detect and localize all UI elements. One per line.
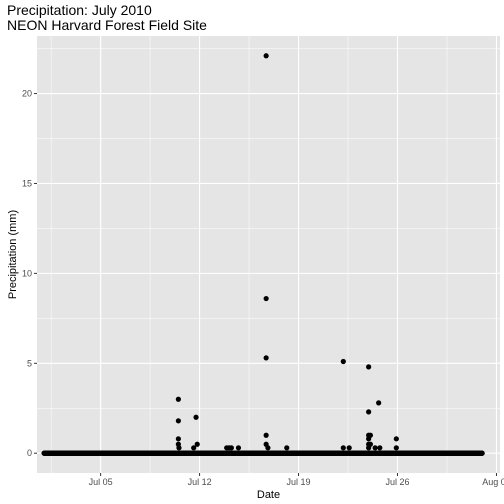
y-axis: 0 5 10 15 20	[22, 89, 37, 458]
y-tick-label: 5	[27, 358, 32, 368]
chart-title: Precipitation: July 2010	[7, 2, 152, 18]
y-axis-title: Precipitation (mm)	[7, 210, 19, 299]
data-point	[367, 441, 374, 447]
data-point	[263, 432, 269, 438]
chart-subtitle: NEON Harvard Forest Field Site	[7, 17, 207, 33]
data-point	[393, 445, 399, 451]
data-points	[175, 53, 399, 451]
data-point	[265, 445, 271, 451]
x-axis-title: Date	[257, 489, 280, 501]
data-point	[376, 400, 382, 406]
x-tick-label: Jul 26	[385, 477, 409, 487]
x-tick-label: Jul 05	[89, 477, 113, 487]
data-point	[393, 436, 399, 442]
data-point	[175, 396, 181, 402]
y-tick-label: 0	[27, 448, 32, 458]
data-point	[377, 445, 383, 451]
y-tick-label: 20	[22, 89, 32, 99]
x-tick-label: Jul 19	[287, 477, 311, 487]
data-point	[366, 364, 372, 370]
zero-data-point	[479, 450, 485, 456]
y-tick-label: 10	[22, 268, 32, 278]
minor-gridlines	[37, 36, 500, 473]
data-point	[235, 445, 242, 451]
data-point	[340, 358, 346, 365]
plot-panel	[37, 36, 500, 473]
data-point	[176, 445, 182, 451]
data-point	[193, 414, 199, 420]
data-point	[263, 53, 269, 59]
data-point	[175, 436, 181, 442]
data-point	[340, 445, 346, 451]
data-point	[366, 409, 372, 415]
data-point	[175, 418, 181, 424]
data-point	[194, 441, 200, 447]
data-point	[284, 445, 290, 451]
data-point	[346, 445, 352, 451]
x-axis: Jul 05 Jul 12 Jul 19 Jul 26 Aug 02	[89, 473, 504, 487]
x-tick-label: Aug 02	[482, 477, 504, 487]
data-point	[191, 445, 197, 451]
zero-baseline-points	[41, 450, 485, 456]
y-tick-label: 15	[22, 178, 32, 188]
data-point	[263, 295, 269, 302]
data-point	[372, 445, 378, 451]
x-tick-label: Jul 12	[188, 477, 212, 487]
data-point	[367, 432, 374, 438]
data-point	[228, 445, 234, 451]
chart-title-block: Precipitation: July 2010 NEON Harvard Fo…	[7, 3, 207, 33]
data-point	[263, 355, 269, 361]
